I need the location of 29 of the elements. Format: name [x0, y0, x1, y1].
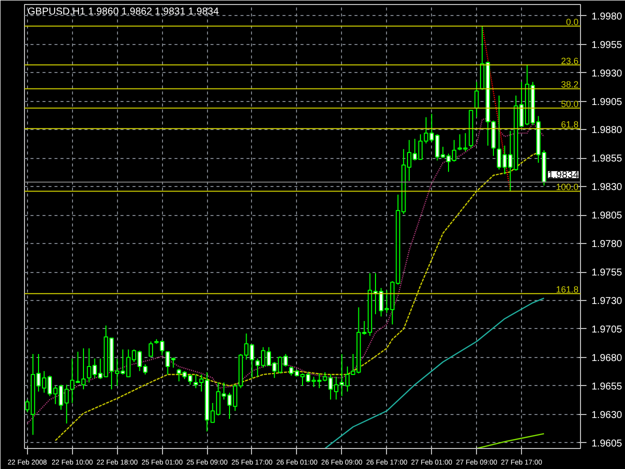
y-tick-label: 1.9755	[592, 268, 623, 279]
annotation: 61.8	[560, 120, 579, 130]
chart-title: GBPUSD,H1 1.9860 1.9862 1.9831 1.9834	[28, 6, 220, 18]
y-tick-label: 1.9705	[592, 324, 623, 336]
annotation: 50.0	[560, 99, 579, 110]
line-series	[26, 118, 545, 424]
line-series	[476, 433, 545, 448]
y-tick-label: 1.9680	[592, 352, 623, 364]
annotation: 38.2	[560, 80, 579, 90]
annotation: 23.6	[560, 56, 579, 66]
annotation: 100.0	[556, 182, 579, 192]
line-series	[324, 298, 545, 448]
y-tick-label: 1.9880	[592, 125, 623, 136]
y-tick-label: 1.9955	[592, 40, 623, 51]
y-tick-label: 1.9980	[592, 11, 623, 22]
y-tick-label: 1.9730	[592, 296, 623, 307]
y-tick-label: 1.9780	[592, 239, 623, 250]
y-tick-label: 1.9930	[592, 68, 623, 80]
candlestick	[474, 81, 479, 118]
y-tick-label: 1.9630	[592, 410, 623, 421]
annotation: 0.0	[566, 17, 579, 28]
candlestick	[148, 340, 154, 357]
y-tick-label: 1.9855	[592, 154, 623, 165]
y-tick-label: 1.9805	[592, 210, 623, 222]
y-tick-label: 1.9655	[592, 381, 623, 392]
y-tick-label: 1.9830	[592, 182, 623, 194]
annotation: 161.8	[556, 284, 579, 295]
y-tick-label: 1.9905	[592, 96, 623, 108]
y-tick-label: 1.9605	[592, 438, 623, 450]
